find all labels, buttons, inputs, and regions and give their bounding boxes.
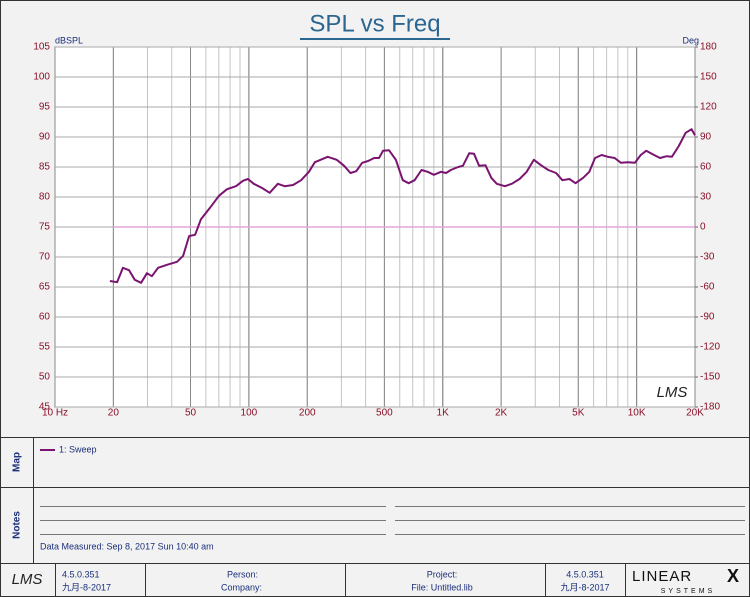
brand-sub: SYSTEMS bbox=[661, 588, 715, 595]
y2-tick-label: -90 bbox=[700, 312, 715, 323]
map-label: Map bbox=[12, 452, 23, 472]
y2-tick-label: 120 bbox=[700, 102, 717, 113]
x-tick-label: 20K bbox=[686, 408, 704, 419]
y2-tick-label: -120 bbox=[700, 342, 720, 353]
y2-tick-label: 60 bbox=[700, 162, 712, 173]
y-axis-label: dBSPL bbox=[55, 35, 83, 45]
y-tick-label: 100 bbox=[33, 72, 50, 83]
version: 4.5.0.351 bbox=[62, 569, 100, 579]
x-tick-label: 10 Hz bbox=[42, 408, 68, 419]
footer-dividers bbox=[55, 563, 626, 597]
y-tick-label: 90 bbox=[39, 132, 51, 143]
y2-tick-label: -180 bbox=[700, 402, 720, 413]
person: Person: bbox=[227, 569, 258, 579]
y2-tick-label: 90 bbox=[700, 132, 712, 143]
y-tick-label: 105 bbox=[33, 42, 50, 53]
y2-tick-label: 150 bbox=[700, 72, 717, 83]
chart-title: SPL vs Freq bbox=[309, 10, 440, 37]
date: 九月-8-2017 bbox=[560, 582, 609, 592]
x-tick-label: 1K bbox=[437, 408, 450, 419]
y-tick-label: 55 bbox=[39, 342, 51, 353]
x-tick-label: 50 bbox=[185, 408, 197, 419]
y-tick-label: 85 bbox=[39, 162, 51, 173]
company: Company: bbox=[221, 582, 262, 592]
data-measured: Data Measured: Sep 8, 2017 Sun 10:40 am bbox=[40, 541, 214, 551]
note-lines bbox=[40, 506, 745, 535]
y-tick-label: 70 bbox=[39, 252, 51, 263]
x-tick-label: 5K bbox=[572, 408, 585, 419]
notes-label: Notes bbox=[12, 511, 23, 539]
y-tick-label: 80 bbox=[39, 192, 51, 203]
y2-tick-label: -60 bbox=[700, 282, 715, 293]
watermark: LMS bbox=[657, 384, 688, 401]
brand-mark: X bbox=[727, 566, 739, 586]
y2-tick-label: 180 bbox=[700, 42, 717, 53]
x-tick-label: 20 bbox=[108, 408, 120, 419]
x-tick-label: 500 bbox=[376, 408, 393, 419]
x-tick-label: 2K bbox=[495, 408, 508, 419]
y-tick-label: 75 bbox=[39, 222, 51, 233]
y-tick-label: 50 bbox=[39, 372, 51, 383]
project: Project: bbox=[427, 569, 458, 579]
file: File: Untitled.lib bbox=[411, 582, 473, 592]
date: 九月-8-2017 bbox=[62, 582, 111, 592]
x-tick-label: 200 bbox=[299, 408, 316, 419]
y2-tick-label: 0 bbox=[700, 222, 706, 233]
y-tick-label: 60 bbox=[39, 312, 51, 323]
y2-tick-label: -150 bbox=[700, 372, 720, 383]
x-tick-label: 100 bbox=[241, 408, 258, 419]
legend-label: 1: Sweep bbox=[59, 444, 97, 454]
footer-logo: LMS bbox=[12, 571, 43, 588]
y2-tick-label: -30 bbox=[700, 252, 715, 263]
y-tick-label: 65 bbox=[39, 282, 51, 293]
brand-word: LINEAR bbox=[632, 568, 692, 585]
y-tick-label: 95 bbox=[39, 102, 51, 113]
x-tick-label: 10K bbox=[628, 408, 646, 419]
series-line bbox=[109, 128, 696, 284]
version: 4.5.0.351 bbox=[566, 569, 604, 579]
y2-axis-label: Deg bbox=[682, 35, 699, 45]
y-tick-label: 45 bbox=[39, 402, 51, 413]
y2-tick-label: 30 bbox=[700, 192, 712, 203]
